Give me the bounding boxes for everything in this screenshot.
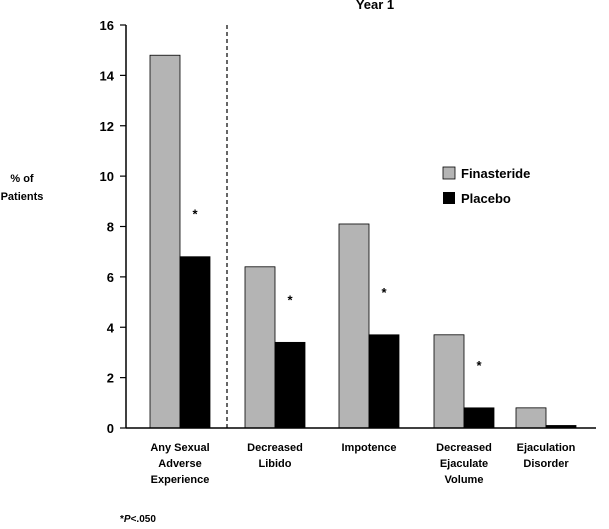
significance-star: *	[192, 207, 198, 222]
y-tick-label: 4	[107, 320, 115, 335]
y-tick-label: 2	[107, 371, 114, 386]
footnote: *P<.050	[120, 514, 156, 525]
y-tick-label: 16	[100, 18, 114, 33]
bar-finasteride-3	[433, 334, 465, 429]
chart-title: Year 1	[356, 0, 394, 12]
category-label: Adverse	[158, 458, 201, 470]
bars	[149, 54, 577, 429]
bar-finasteride-4	[515, 407, 547, 429]
category-label: Ejaculation	[517, 442, 576, 454]
category-label: Volume	[445, 474, 484, 486]
category-labels: Any Sexual Adverse Experience Decreased Libi…	[150, 442, 575, 486]
y-tick-label: 0	[107, 421, 114, 436]
significance-star: *	[476, 358, 482, 373]
category-label: Decreased	[436, 442, 492, 454]
y-tick-label: 10	[100, 169, 114, 184]
footnote-star: *	[120, 514, 124, 525]
significance-markers: * * * *	[192, 207, 482, 373]
legend-label-finasteride: Finasteride	[461, 166, 530, 181]
bar-placebo-3	[463, 407, 495, 429]
category-label: Decreased	[247, 442, 303, 454]
bar-finasteride-2	[338, 223, 370, 429]
bar-placebo-2	[368, 334, 400, 429]
significance-star: *	[381, 285, 387, 300]
bar-placebo-1	[274, 341, 306, 429]
legend-swatch-finasteride	[442, 166, 456, 180]
y-axis-ticks: 0 2 4 6 8 10 12 14 16	[100, 18, 126, 436]
footnote-p: P	[124, 514, 131, 525]
legend: Finasteride Placebo	[442, 166, 530, 206]
category-label: Any Sexual	[150, 442, 209, 454]
category-label: Disorder	[523, 458, 569, 470]
y-tick-label: 14	[100, 68, 115, 83]
y-tick-label: 6	[107, 270, 114, 285]
bar-finasteride-1	[244, 266, 276, 429]
bar-placebo-0	[179, 256, 211, 429]
y-tick-label: 12	[100, 119, 114, 134]
footnote-threshold: <.050	[131, 514, 157, 525]
y-axis-label-line-1: % of	[10, 173, 34, 185]
significance-star: *	[287, 292, 293, 307]
category-label: Libido	[259, 458, 292, 470]
legend-swatch-placebo	[443, 192, 455, 204]
y-tick-label: 8	[107, 220, 114, 235]
category-label: Impotence	[341, 442, 396, 454]
category-label: Ejaculate	[440, 458, 488, 470]
category-label: Experience	[151, 474, 210, 486]
legend-label-placebo: Placebo	[461, 191, 511, 206]
bar-finasteride-0	[149, 54, 181, 429]
y-axis-label-line-2: Patients	[1, 191, 44, 203]
